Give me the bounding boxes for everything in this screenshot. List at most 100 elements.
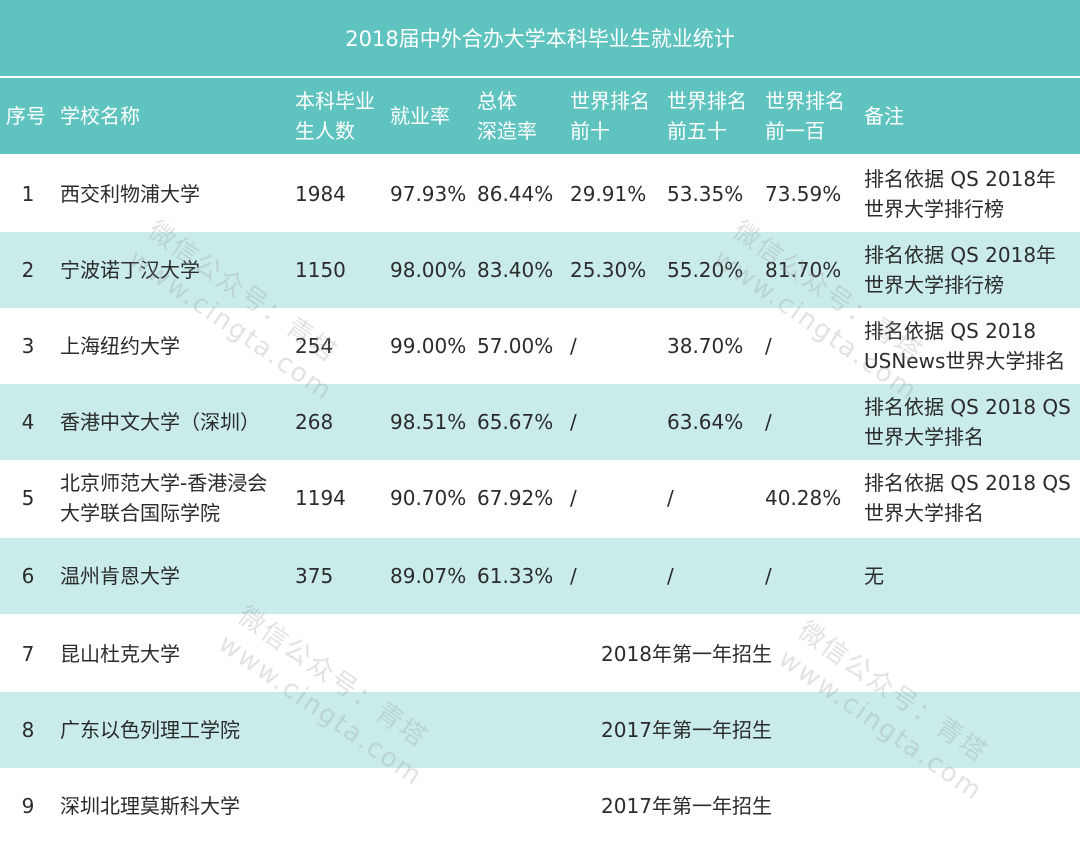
- table-row: 4 香港中文大学（深圳） 268 98.51% 65.67% / 63.64% …: [0, 384, 1080, 460]
- cell-top10: /: [570, 410, 577, 434]
- header-top10: 世界排名 前十: [570, 78, 665, 154]
- cell-top10: /: [570, 486, 577, 510]
- cell-no: 6: [21, 564, 35, 588]
- cell-employment-rate: 99.00%: [390, 334, 467, 358]
- cell-further-study-rate: 83.40%: [477, 258, 554, 282]
- cell-top50: 63.64%: [667, 410, 744, 434]
- note-line: 排名依据 QS 2018: [864, 319, 1037, 343]
- header-top100: 世界排名 前一百: [765, 78, 860, 154]
- header-employment-rate: 就业率: [390, 104, 450, 128]
- cell-enrollment-note: 2017年第一年招生: [601, 794, 772, 818]
- header-further-line1: 总体: [477, 89, 517, 113]
- cell-employment-rate: 98.00%: [390, 258, 467, 282]
- table-header-row: 序号 学校名称 本科毕业 生人数 就业率 总体 深造率 世界排名 前十 世界排名…: [0, 78, 1080, 154]
- header-top100-line2: 前一百: [765, 119, 825, 143]
- table-row: 5 北京师范大学-香港浸会 大学联合国际学院 1194 90.70% 67.92…: [0, 460, 1080, 536]
- note-line: USNews世界大学排名: [864, 349, 1066, 373]
- note-line: 排名依据 QS 2018年: [864, 243, 1057, 267]
- cell-top100: 81.70%: [765, 258, 842, 282]
- cell-school-name: 深圳北理莫斯科大学: [60, 794, 240, 818]
- table-row: 6 温州肯恩大学 375 89.07% 61.33% / / / 无: [0, 538, 1080, 614]
- header-no: 序号: [6, 104, 46, 128]
- cell-graduates: 1194: [295, 486, 346, 510]
- cell-further-study-rate: 67.92%: [477, 486, 554, 510]
- table-row: 7 昆山杜克大学 2018年第一年招生: [0, 616, 1080, 692]
- cell-top100: /: [765, 334, 772, 358]
- cell-graduates: 268: [295, 410, 334, 434]
- cell-school-name: 西交利物浦大学: [60, 182, 200, 206]
- cell-no: 3: [21, 334, 35, 358]
- cell-school-name: 宁波诺丁汉大学: [60, 258, 200, 282]
- cell-note: 排名依据 QS 2018年 世界大学排行榜: [864, 232, 1078, 308]
- note-line: 世界大学排行榜: [864, 197, 1004, 221]
- header-top100-line1: 世界排名: [765, 89, 845, 113]
- note-line: 排名依据 QS 2018 QS: [864, 471, 1071, 495]
- cell-graduates: 254: [295, 334, 334, 358]
- table-row: 1 西交利物浦大学 1984 97.93% 86.44% 29.91% 53.3…: [0, 156, 1080, 232]
- cell-top100: 73.59%: [765, 182, 842, 206]
- cell-no: 9: [21, 794, 35, 818]
- header-graduates-line2: 生人数: [295, 119, 355, 143]
- header-top50-line1: 世界排名: [667, 89, 747, 113]
- header-top10-line1: 世界排名: [570, 89, 650, 113]
- note-line: 世界大学排名: [864, 501, 984, 525]
- cell-top50: /: [667, 564, 674, 588]
- cell-top10: /: [570, 334, 577, 358]
- header-further-line2: 深造率: [477, 119, 537, 143]
- table-row: 9 深圳北理莫斯科大学 2017年第一年招生: [0, 768, 1080, 844]
- cell-further-study-rate: 61.33%: [477, 564, 554, 588]
- cell-school-name: 北京师范大学-香港浸会 大学联合国际学院: [60, 460, 290, 536]
- header-school-name: 学校名称: [60, 104, 140, 128]
- cell-top100: /: [765, 410, 772, 434]
- cell-no: 4: [21, 410, 35, 434]
- cell-top10: 29.91%: [570, 182, 647, 206]
- cell-school-name: 广东以色列理工学院: [60, 718, 240, 742]
- note-line: 世界大学排名: [864, 425, 984, 449]
- table-row: 8 广东以色列理工学院 2017年第一年招生: [0, 692, 1080, 768]
- header-further-study-rate: 总体 深造率: [477, 78, 567, 154]
- cell-top50: 53.35%: [667, 182, 744, 206]
- table-title: 2018届中外合办大学本科毕业生就业统计: [0, 0, 1080, 76]
- cell-top10: /: [570, 564, 577, 588]
- header-graduates-line1: 本科毕业: [295, 89, 375, 113]
- cell-school-name: 香港中文大学（深圳）: [60, 410, 260, 434]
- cell-enrollment-note: 2018年第一年招生: [601, 642, 772, 666]
- cell-employment-rate: 90.70%: [390, 486, 467, 510]
- cell-further-study-rate: 86.44%: [477, 182, 554, 206]
- cell-graduates: 1150: [295, 258, 346, 282]
- cell-top50: 38.70%: [667, 334, 744, 358]
- cell-no: 1: [21, 182, 35, 206]
- table-row: 3 上海纽约大学 254 99.00% 57.00% / 38.70% / 排名…: [0, 308, 1080, 384]
- cell-school-name: 温州肯恩大学: [60, 564, 180, 588]
- header-top50-line2: 前五十: [667, 119, 727, 143]
- note-line: 排名依据 QS 2018年: [864, 167, 1057, 191]
- table-row: 2 宁波诺丁汉大学 1150 98.00% 83.40% 25.30% 55.2…: [0, 232, 1080, 308]
- note-line: 排名依据 QS 2018 QS: [864, 395, 1071, 419]
- cell-top10: 25.30%: [570, 258, 647, 282]
- cell-employment-rate: 89.07%: [390, 564, 467, 588]
- cell-note: 排名依据 QS 2018 USNews世界大学排名: [864, 308, 1078, 384]
- cell-employment-rate: 97.93%: [390, 182, 467, 206]
- cell-school-name: 上海纽约大学: [60, 334, 180, 358]
- cell-no: 8: [21, 718, 35, 742]
- cell-top100: 40.28%: [765, 486, 842, 510]
- header-graduates: 本科毕业 生人数: [295, 78, 385, 154]
- cell-note: 排名依据 QS 2018 QS 世界大学排名: [864, 384, 1078, 460]
- cell-employment-rate: 98.51%: [390, 410, 467, 434]
- cell-further-study-rate: 65.67%: [477, 410, 554, 434]
- name-line: 大学联合国际学院: [60, 501, 220, 525]
- cell-graduates: 375: [295, 564, 334, 588]
- cell-enrollment-note: 2017年第一年招生: [601, 718, 772, 742]
- header-top10-line2: 前十: [570, 119, 610, 143]
- cell-top100: /: [765, 564, 772, 588]
- cell-graduates: 1984: [295, 182, 346, 206]
- cell-note: 排名依据 QS 2018 QS 世界大学排名: [864, 460, 1078, 536]
- cell-note: 排名依据 QS 2018年 世界大学排行榜: [864, 156, 1078, 232]
- cell-no: 5: [21, 486, 35, 510]
- header-top50: 世界排名 前五十: [667, 78, 762, 154]
- cell-no: 2: [21, 258, 35, 282]
- cell-note: 无: [864, 564, 884, 588]
- cell-further-study-rate: 57.00%: [477, 334, 554, 358]
- name-line: 北京师范大学-香港浸会: [60, 471, 268, 495]
- cell-school-name: 昆山杜克大学: [60, 642, 180, 666]
